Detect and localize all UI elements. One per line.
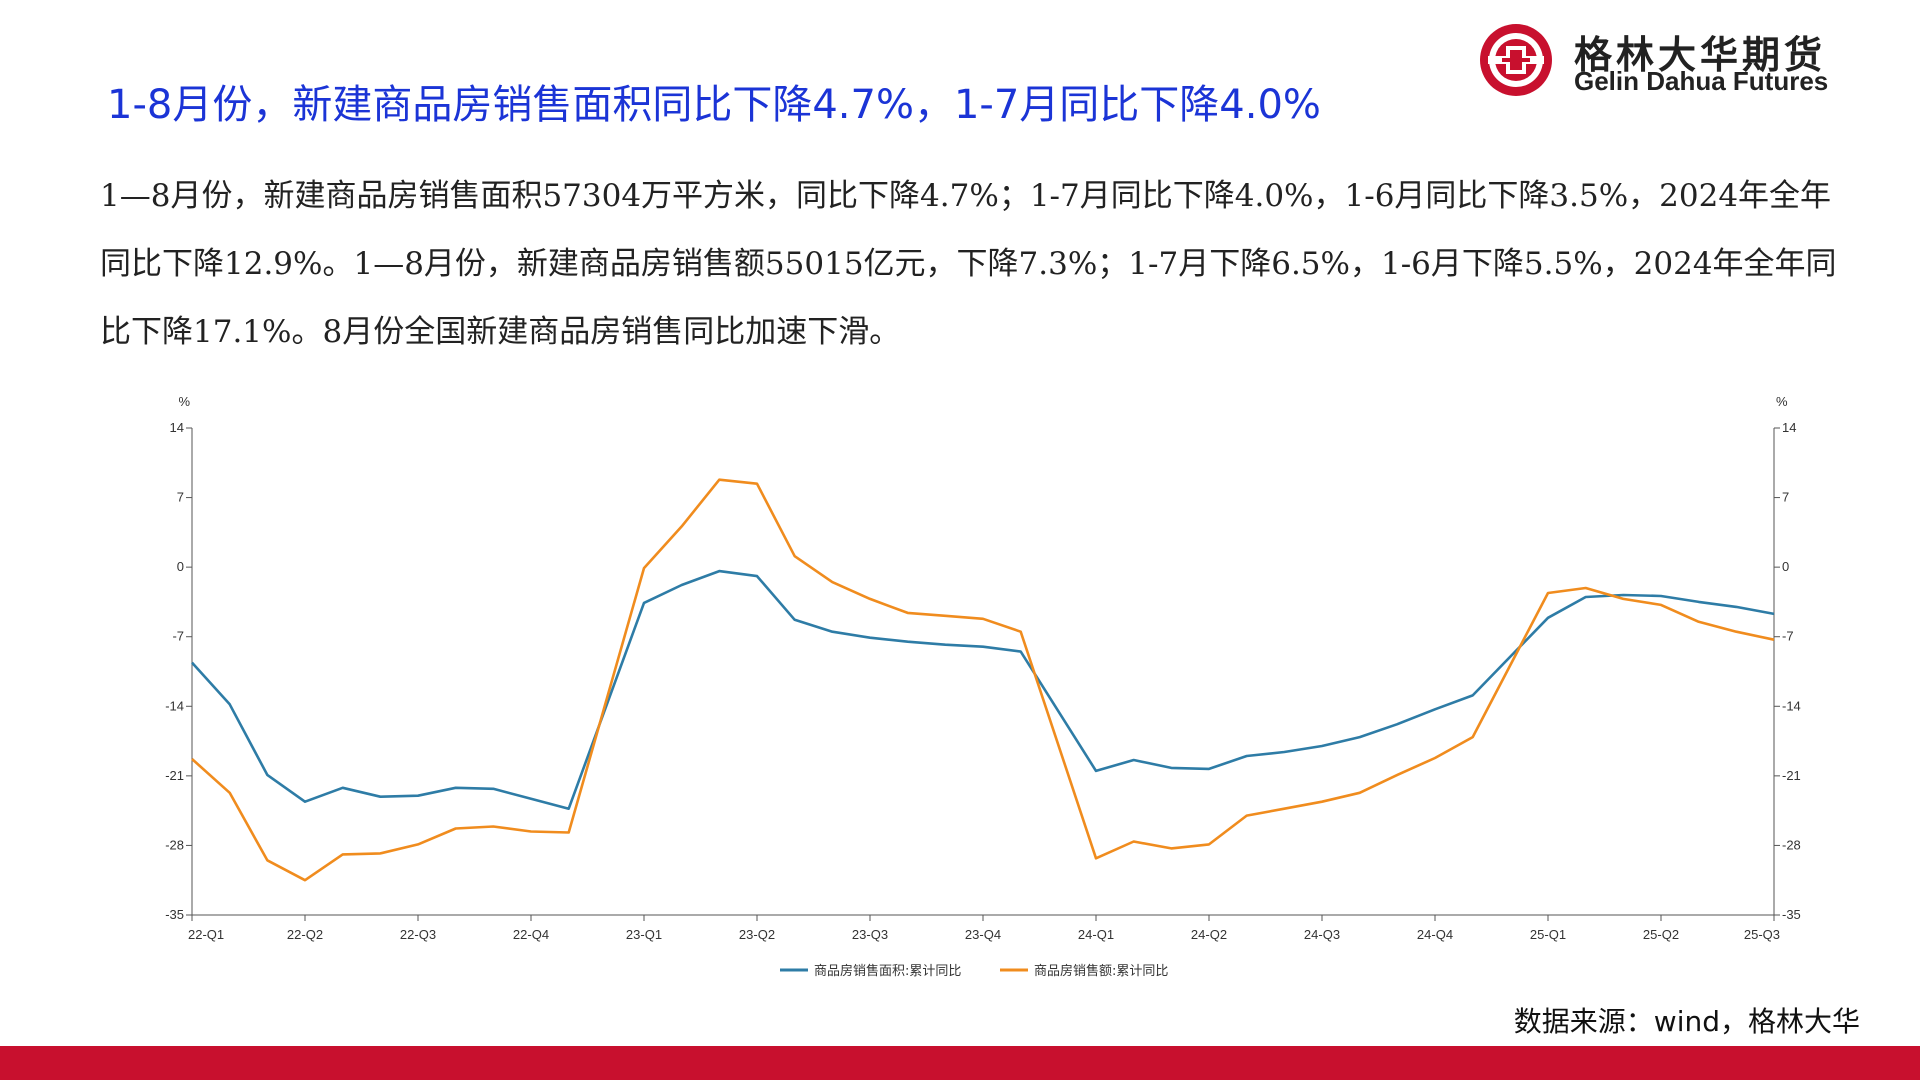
x-tick-label: 24-Q1 [1078, 927, 1114, 942]
page-title: 1-8月份，新建商品房销售面积同比下降4.7%，1-7月同比下降4.0% [107, 82, 1321, 128]
y-tick-label-left: -21 [165, 768, 184, 783]
y-tick-label-left: 7 [177, 490, 184, 505]
x-tick-label: 24-Q2 [1191, 927, 1227, 942]
summary-paragraph: 1—8月份，新建商品房销售面积57304万平方米，同比下降4.7%；1-7月同比… [100, 178, 1837, 350]
y-tick-label-left: 0 [177, 559, 184, 574]
y-tick-label-left: -28 [165, 837, 184, 852]
y-unit-right: % [1776, 394, 1788, 409]
logo-name-en: Gelin Dahua Futures [1574, 66, 1829, 96]
series-line-1 [191, 569, 1775, 811]
x-tick-label: 25-Q2 [1643, 927, 1679, 942]
y-unit-left: % [178, 394, 190, 409]
x-tick-label: 23-Q1 [626, 927, 662, 942]
x-tick-label: 22-Q2 [287, 927, 323, 942]
y-tick-label-right: -21 [1782, 768, 1801, 783]
x-tick-label: 22-Q4 [513, 927, 549, 942]
company-logo: 格林大华期货 Gelin Dahua Futures [1478, 22, 1878, 98]
series-line-2 [191, 478, 1775, 882]
x-tick-label: 24-Q4 [1417, 927, 1453, 942]
x-tick-label: 23-Q2 [739, 927, 775, 942]
x-tick-label: 25-Q3 [1744, 927, 1780, 942]
y-tick-label-left: -14 [165, 698, 184, 713]
y-tick-label-right: -28 [1782, 837, 1801, 852]
y-tick-label-right: -7 [1782, 629, 1794, 644]
x-tick-label: 24-Q3 [1304, 927, 1340, 942]
y-tick-label-left: -35 [165, 907, 184, 922]
y-tick-label-right: -35 [1782, 907, 1801, 922]
y-tick-label-left: -7 [172, 629, 184, 644]
y-tick-label-right: 14 [1782, 420, 1796, 435]
line-chart: % % 14 14 7 7 0 0 -7 -7 -14 -14 -21 -21 -28 -28 -35 -35 22… [165, 394, 1801, 979]
legend-label-1: 商品房销售面积:累计同比 [814, 963, 961, 979]
logo-emblem-icon [1480, 24, 1552, 96]
y-tick-label-left: 14 [170, 420, 184, 435]
y-tick-label-right: 0 [1782, 559, 1789, 574]
x-tick-label: 22-Q1 [188, 927, 224, 942]
legend-label-2: 商品房销售额:累计同比 [1034, 963, 1168, 979]
logo-name-cn: 格林大华期货 [1574, 33, 1827, 77]
x-tick-label: 23-Q4 [965, 927, 1001, 942]
x-tick-label: 25-Q1 [1530, 927, 1566, 942]
x-tick-label: 23-Q3 [852, 927, 888, 942]
y-tick-label-right: -14 [1782, 698, 1801, 713]
x-tick-label: 22-Q3 [400, 927, 436, 942]
footer-bar [0, 1046, 1920, 1080]
data-source-note: 数据来源：wind，格林大华 [1513, 1005, 1860, 1038]
y-tick-label-right: 7 [1782, 490, 1789, 505]
